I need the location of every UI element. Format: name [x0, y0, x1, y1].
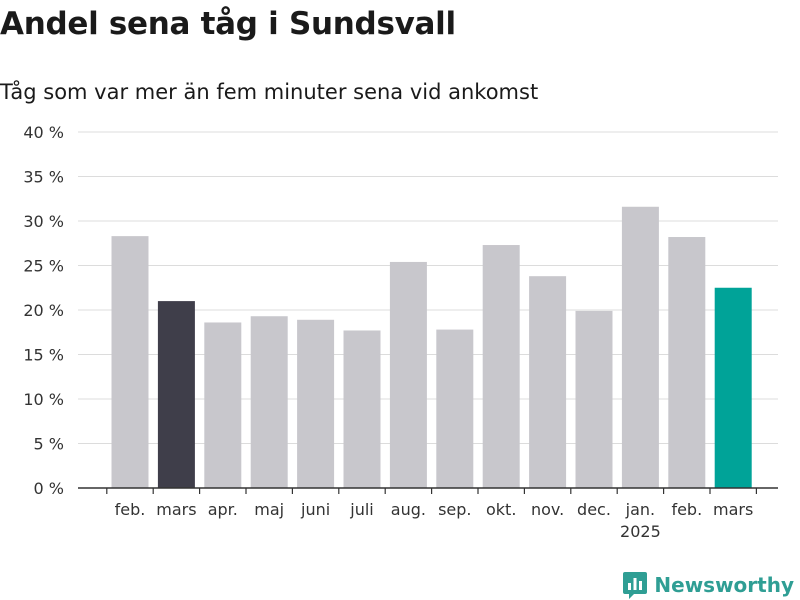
x-tick-label: jan.	[625, 500, 655, 519]
x-tick-label: aug.	[391, 500, 426, 519]
bar	[482, 245, 520, 488]
x-tick-label: sep.	[438, 500, 471, 519]
y-tick-label: 25 %	[23, 257, 64, 276]
chart-title: Andel sena tåg i Sundsvall	[0, 6, 456, 42]
x-tick-label: mars	[156, 500, 196, 519]
bar	[297, 319, 335, 488]
bar	[575, 310, 613, 488]
bar	[668, 237, 706, 488]
x-tick-label: apr.	[208, 500, 238, 519]
x-tick-sublabel: 2025	[620, 522, 661, 541]
bar	[157, 301, 195, 488]
y-tick-label: 5 %	[34, 435, 64, 454]
bar	[621, 206, 659, 488]
y-tick-label: 0 %	[34, 479, 64, 498]
bar	[529, 276, 567, 488]
y-tick-label: 35 %	[23, 168, 64, 187]
chart-subtitle: Tåg som var mer än fem minuter sena vid …	[0, 80, 539, 104]
x-tick-label: juni	[300, 500, 330, 519]
bar	[436, 329, 474, 488]
bar-chart: 0 % 5 % 10 % 15 % 20 % 25 % 30 % 35 % 40 % feb. ma…	[23, 123, 778, 541]
bar	[204, 322, 242, 488]
y-tick-label: 30 %	[23, 212, 64, 231]
bar	[389, 261, 427, 488]
newsworthy-logo-icon	[623, 572, 648, 599]
x-tick-label: dec.	[577, 500, 611, 519]
x-tick-label: feb.	[115, 500, 146, 519]
y-tick-label: 15 %	[23, 346, 64, 365]
brand-logo: Newsworthy	[622, 570, 794, 600]
x-tick-label: feb.	[671, 500, 702, 519]
y-tick-label: 10 %	[23, 390, 64, 409]
x-tick-label: okt.	[486, 500, 516, 519]
x-tick-label: juli	[349, 500, 373, 519]
y-tick-label: 20 %	[23, 301, 64, 320]
bar	[343, 330, 381, 488]
y-tick-label: 40 %	[23, 123, 64, 142]
bar	[714, 287, 752, 488]
x-tick-label: mars	[713, 500, 753, 519]
bar	[111, 236, 149, 488]
brand-name: Newsworthy	[654, 573, 794, 597]
x-tick-label: maj	[254, 500, 284, 519]
x-tick-label: nov.	[531, 500, 564, 519]
bar	[250, 316, 288, 488]
